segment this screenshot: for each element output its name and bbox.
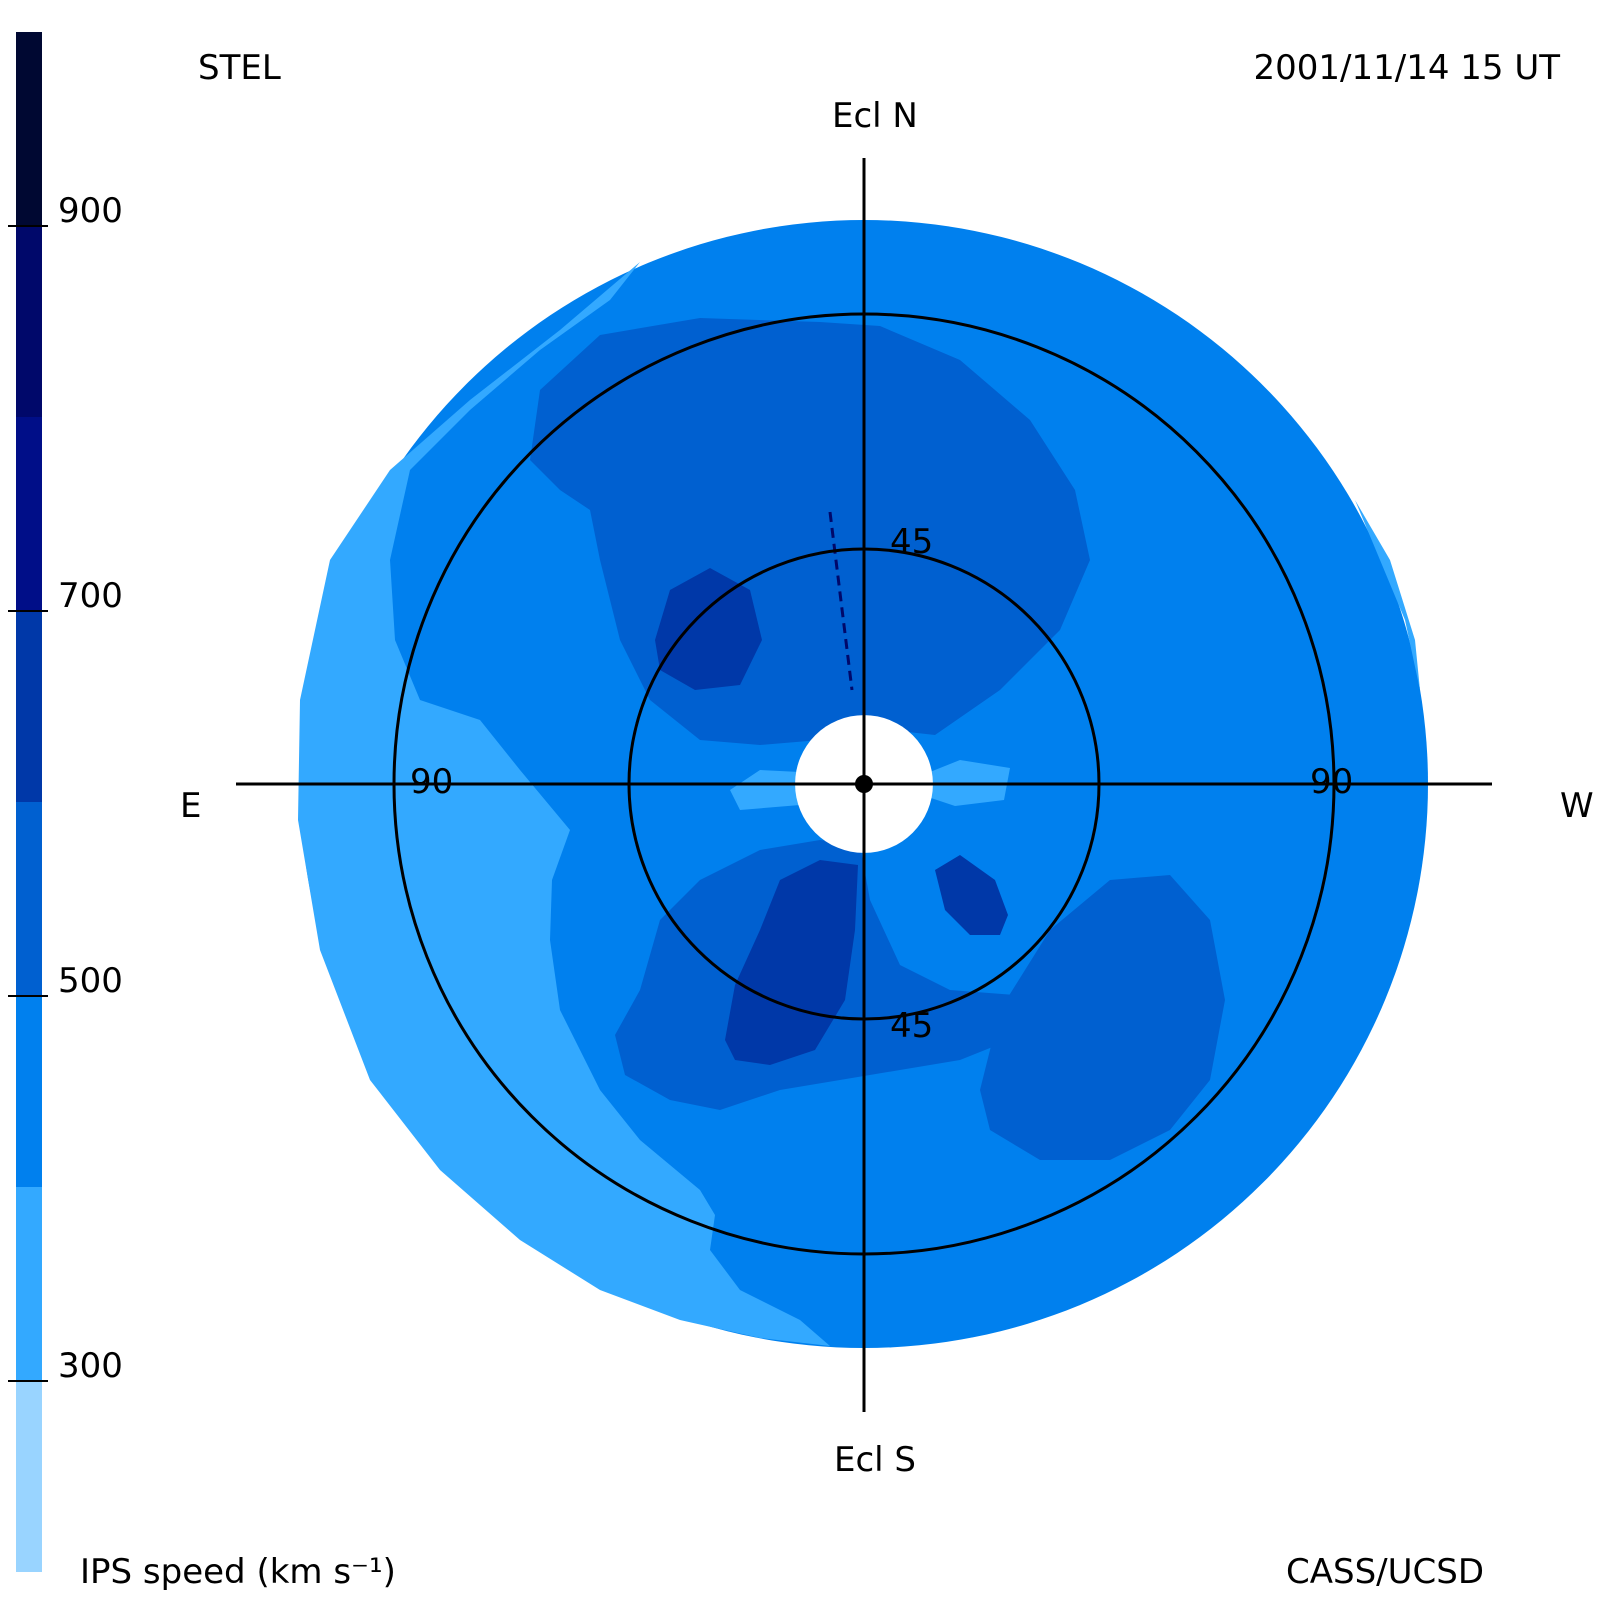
colorbar-segment: [16, 802, 42, 995]
colorbar-tick-label: 500: [58, 960, 123, 1001]
region-600-700-south: [725, 860, 858, 1065]
region-600-700-northeast: [655, 568, 762, 690]
datetime-label: 2001/11/14 15 UT: [1253, 48, 1561, 88]
colorbar-tick: [8, 609, 48, 612]
colorbar: 300 500 700 900: [8, 32, 123, 1572]
ring-label-45-top: 45: [890, 522, 934, 562]
region-500-600-southwest: [980, 875, 1225, 1160]
colorbar-segment: [16, 994, 42, 1187]
ring-label-90-left: 90: [410, 762, 454, 802]
ring-label-90-right: 90: [1310, 762, 1354, 802]
west-label: W: [1560, 786, 1594, 826]
colorbar-segment: [16, 417, 42, 610]
region-300-400-patch-east: [730, 770, 800, 810]
colorbar-segment: [16, 224, 42, 417]
colorbar-segment: [16, 1379, 42, 1572]
colorbar-tick-label: 700: [58, 575, 123, 616]
colorbar-segment: [16, 32, 42, 225]
ecliptic-north-label: Ecl N: [832, 96, 918, 136]
dashed-trace: [828, 511, 854, 691]
colorbar-tick: [8, 994, 48, 997]
ring-label-45-bottom: 45: [890, 1006, 934, 1046]
credit-label: CASS/UCSD: [1286, 1552, 1485, 1592]
sun-marker: [855, 775, 873, 793]
colorbar-segment: [16, 1187, 42, 1380]
observatory-label: STEL: [198, 48, 281, 88]
region-600-700-southwest: [935, 855, 1008, 935]
ecliptic-south-label: Ecl S: [834, 1440, 917, 1480]
colorbar-title: IPS speed (km s⁻¹): [80, 1552, 396, 1592]
colorbar-tick-label: 300: [58, 1345, 123, 1386]
colorbar-tick: [8, 224, 48, 227]
colorbar-tick: [8, 1379, 48, 1382]
east-label: E: [180, 786, 202, 826]
map-overlay: [236, 158, 1492, 1412]
region-300-400-east: [298, 262, 830, 1346]
colorbar-segment: [16, 609, 42, 802]
colorbar-tick-label: 900: [58, 190, 123, 231]
